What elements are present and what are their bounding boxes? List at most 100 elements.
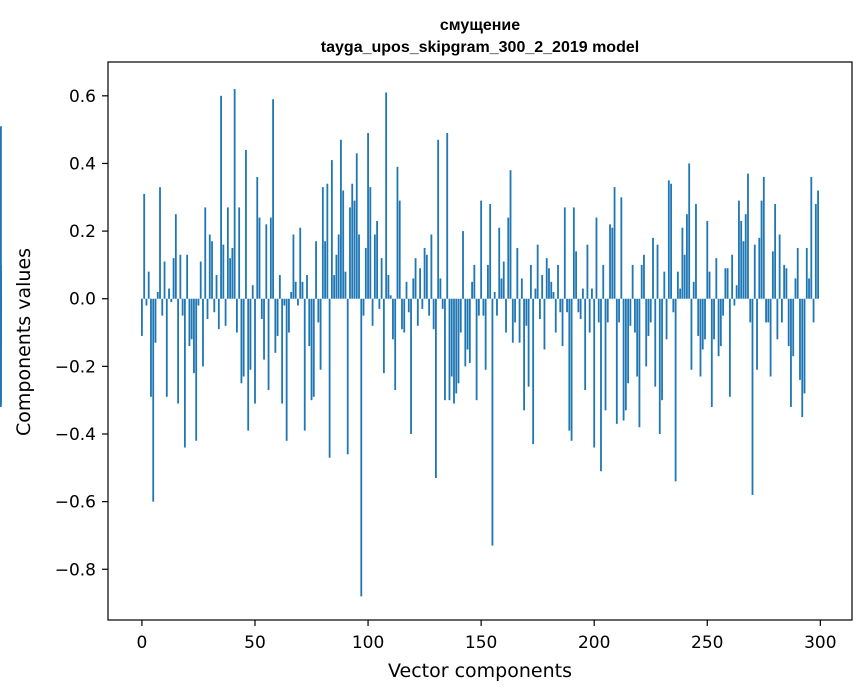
bar <box>439 278 442 299</box>
bar <box>254 298 256 404</box>
bar <box>686 214 688 299</box>
bar <box>572 207 575 299</box>
bar <box>333 275 336 299</box>
bar <box>430 234 433 299</box>
bar <box>0 298 2 407</box>
bar <box>654 298 657 387</box>
bar <box>193 298 195 374</box>
bar <box>722 298 725 316</box>
bar <box>247 298 250 431</box>
bar <box>581 288 584 299</box>
bar <box>631 264 634 299</box>
bar <box>468 298 471 363</box>
bar <box>613 187 616 299</box>
chart-subtitle: tayga_upos_skipgram_300_2_2019 model <box>321 39 639 56</box>
bar <box>195 298 198 441</box>
bar <box>278 275 281 299</box>
bar <box>222 244 225 299</box>
bar <box>543 298 546 350</box>
bar <box>344 271 347 299</box>
bar <box>665 298 668 340</box>
bar <box>733 298 736 306</box>
bar <box>215 275 218 299</box>
bar <box>724 268 727 299</box>
bar <box>217 298 220 330</box>
bar <box>672 298 675 313</box>
bar <box>419 268 421 299</box>
bar <box>738 200 740 299</box>
bar <box>226 207 229 299</box>
bar <box>591 288 593 299</box>
bar <box>649 298 652 323</box>
bar <box>168 288 170 299</box>
bar <box>609 224 611 299</box>
bar <box>776 298 779 340</box>
x-tick-label: 300 <box>804 633 836 653</box>
bar <box>299 227 302 299</box>
bar <box>817 190 819 299</box>
bar <box>487 264 489 299</box>
bar <box>602 264 605 299</box>
bar <box>306 275 308 299</box>
x-axis-ticks: 0 50 100 150 200 250 300 <box>137 620 837 653</box>
x-tick-label: 50 <box>244 633 266 653</box>
bar <box>290 291 293 299</box>
bar <box>500 278 503 299</box>
chart-title: смущение <box>440 17 520 34</box>
bar <box>285 298 288 441</box>
bar <box>165 298 168 397</box>
bar <box>181 298 184 316</box>
bar <box>706 220 709 299</box>
bar <box>771 251 774 299</box>
bar <box>780 298 783 323</box>
bar <box>638 298 641 428</box>
bar <box>186 254 189 299</box>
bar <box>457 298 460 384</box>
bar <box>810 176 813 299</box>
bar <box>715 258 718 299</box>
bar <box>511 298 514 343</box>
bar <box>554 298 557 333</box>
bar <box>514 298 516 323</box>
x-tick-label: 100 <box>352 633 384 653</box>
bar <box>529 264 532 299</box>
bar <box>575 251 578 299</box>
bar <box>414 258 417 299</box>
bar <box>369 187 372 299</box>
bar <box>401 298 403 330</box>
y-tick-label: −0.6 <box>55 493 96 513</box>
y-tick-label: 0.6 <box>69 87 96 107</box>
bar <box>600 298 602 472</box>
bar <box>658 298 661 434</box>
bar <box>0 126 2 299</box>
bar <box>586 244 589 299</box>
bar <box>735 285 738 299</box>
bar <box>552 291 555 299</box>
bar <box>760 200 763 299</box>
bar <box>358 234 360 299</box>
bar <box>437 139 440 299</box>
bar <box>396 166 399 299</box>
bar <box>236 298 238 333</box>
bar <box>509 170 512 299</box>
bar <box>199 261 202 299</box>
bar <box>410 298 412 434</box>
bar <box>382 298 385 374</box>
bar <box>276 298 279 336</box>
bar <box>380 258 383 299</box>
bar <box>794 278 797 299</box>
bar <box>466 298 469 350</box>
plot-frame <box>107 61 853 621</box>
bar <box>308 298 311 347</box>
bar <box>611 227 614 299</box>
bar <box>174 214 177 299</box>
bar <box>690 298 693 370</box>
bar <box>353 200 356 299</box>
bar <box>541 275 544 299</box>
bar <box>428 298 431 316</box>
bar <box>349 207 351 299</box>
bar <box>597 298 600 323</box>
bar <box>518 298 521 343</box>
x-tick-label: 150 <box>465 633 497 653</box>
bar <box>803 298 806 394</box>
